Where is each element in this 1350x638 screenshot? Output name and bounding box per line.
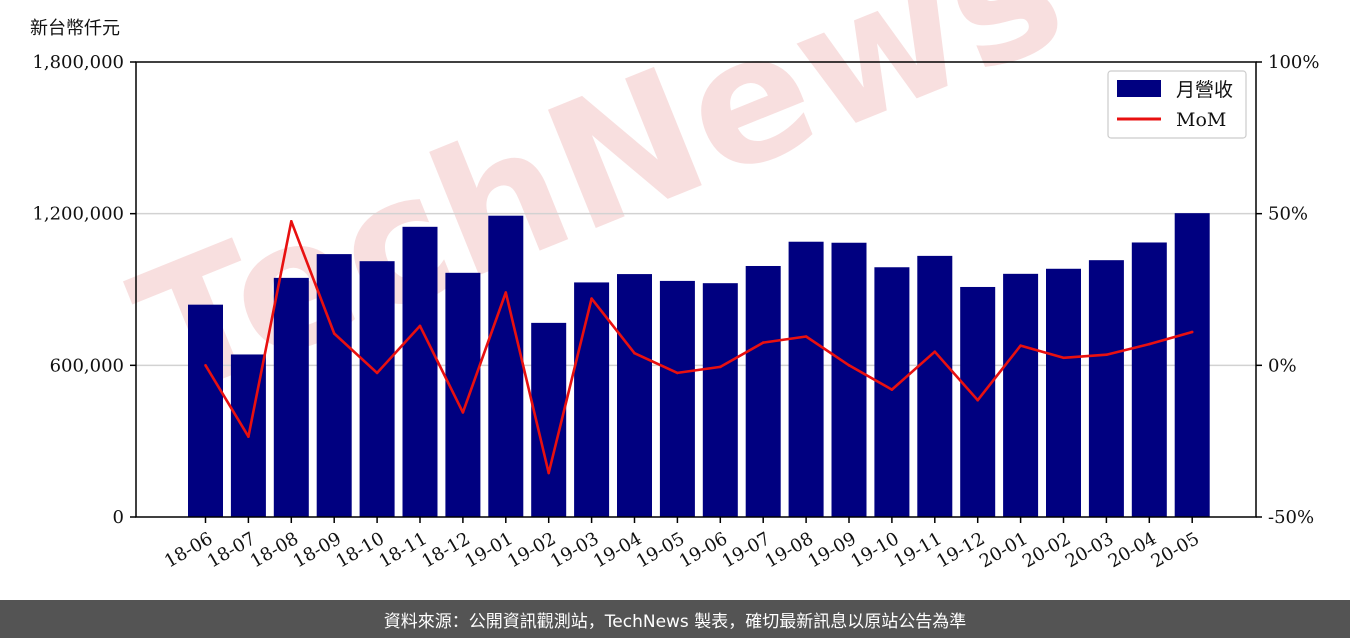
mom-point [633,351,636,355]
mom-point [1148,342,1151,346]
bar [488,215,524,517]
x-tick-label: 18-11 [375,528,430,572]
mom-line-series [204,219,1194,475]
x-tick-label: 19-01 [461,528,516,572]
bar [316,254,352,517]
bar [359,261,395,517]
y-left-tick-label: 0 [113,507,124,528]
y-left-tick-label: 1,800,000 [32,52,124,73]
mom-point [761,341,765,344]
bar [960,286,996,517]
mom-point [847,364,851,367]
x-tick-label: 19-12 [933,528,988,572]
x-tick-label: 19-08 [762,528,817,572]
mom-point [332,332,336,335]
bar [445,272,481,517]
x-tick-label: 20-01 [976,528,1031,572]
x-tick-label: 18-08 [247,528,302,572]
x-tick-label: 19-09 [804,528,859,572]
bar [1046,268,1081,517]
bar [745,265,781,517]
x-tick-label: 19-10 [847,528,902,572]
mom-point [676,371,679,375]
mom-point [1105,353,1108,357]
legend: 月營收 MoM [1107,70,1247,139]
mom-point [418,324,422,328]
mom-point [1019,344,1022,347]
y-left-tick-label: 600,000 [50,355,124,376]
x-tick-label: 19-07 [719,528,774,572]
x-tick-label: 19-06 [676,528,731,572]
mom-point [290,219,293,223]
bar [788,241,824,517]
y-right-tick-label: -50% [1268,507,1314,528]
mom-point [804,335,808,338]
bar [702,283,738,517]
mom-point [719,365,722,369]
mom-point [247,435,250,438]
bar [1088,260,1124,517]
x-tick-label: 20-05 [1148,528,1203,572]
x-tick-label: 18-12 [418,528,473,572]
x-tick-label: 20-04 [1105,528,1160,572]
x-tick-label: 18-06 [161,528,216,572]
bar [402,226,438,518]
x-tick-label: 19-03 [547,528,602,572]
bar [917,255,953,517]
x-tick-label: 18-10 [333,528,388,572]
x-tick-label: 18-09 [290,528,345,572]
legend-label-revenue: 月營收 [1176,79,1233,101]
x-tick-label: 19-11 [890,528,945,572]
mom-point [504,291,508,294]
footer-source-note: 資料來源：公開資訊觀測站，TechNews 製表，確切最新訊息以原站公告為準 [0,600,1350,638]
x-tick-label: 19-05 [633,528,688,572]
mom-point [204,364,207,367]
x-tick-label: 19-02 [504,528,559,572]
plot-frame [135,61,1257,518]
bar [831,242,867,517]
bar [188,304,223,517]
mom-point [976,398,979,402]
mom-point [890,388,894,391]
bar [874,267,910,517]
mom-point [590,297,593,300]
mom-point [461,411,465,414]
bar [617,274,652,517]
bar [273,277,309,517]
bar [659,280,695,517]
x-tick-label: 20-03 [1062,528,1117,572]
y-left-tick-label: 1,200,000 [32,204,124,225]
x-tick-label: 20-02 [1019,528,1074,572]
x-tick-label: 19-04 [590,528,645,572]
bar [1131,242,1167,517]
legend-swatch-bar [1117,80,1161,97]
mom-line [204,220,1193,475]
chart: TechNews 0600,0001,200,0001,800,000-50%0… [32,0,1319,572]
legend-label-mom: MoM [1176,109,1226,131]
bar [1003,273,1039,517]
mom-point [547,471,550,475]
mom-point [933,350,937,353]
y-right-tick-label: 0% [1268,355,1297,376]
y-axis-unit-label: 新台幣仟元 [30,18,120,39]
bar [574,282,610,517]
mom-point [1062,356,1065,360]
mom-point [375,371,379,375]
bar [1174,213,1210,517]
mom-point [1190,330,1194,334]
x-tick-label: 18-07 [204,528,259,572]
y-right-tick-label: 100% [1268,52,1319,73]
y-right-tick-label: 50% [1268,204,1308,225]
